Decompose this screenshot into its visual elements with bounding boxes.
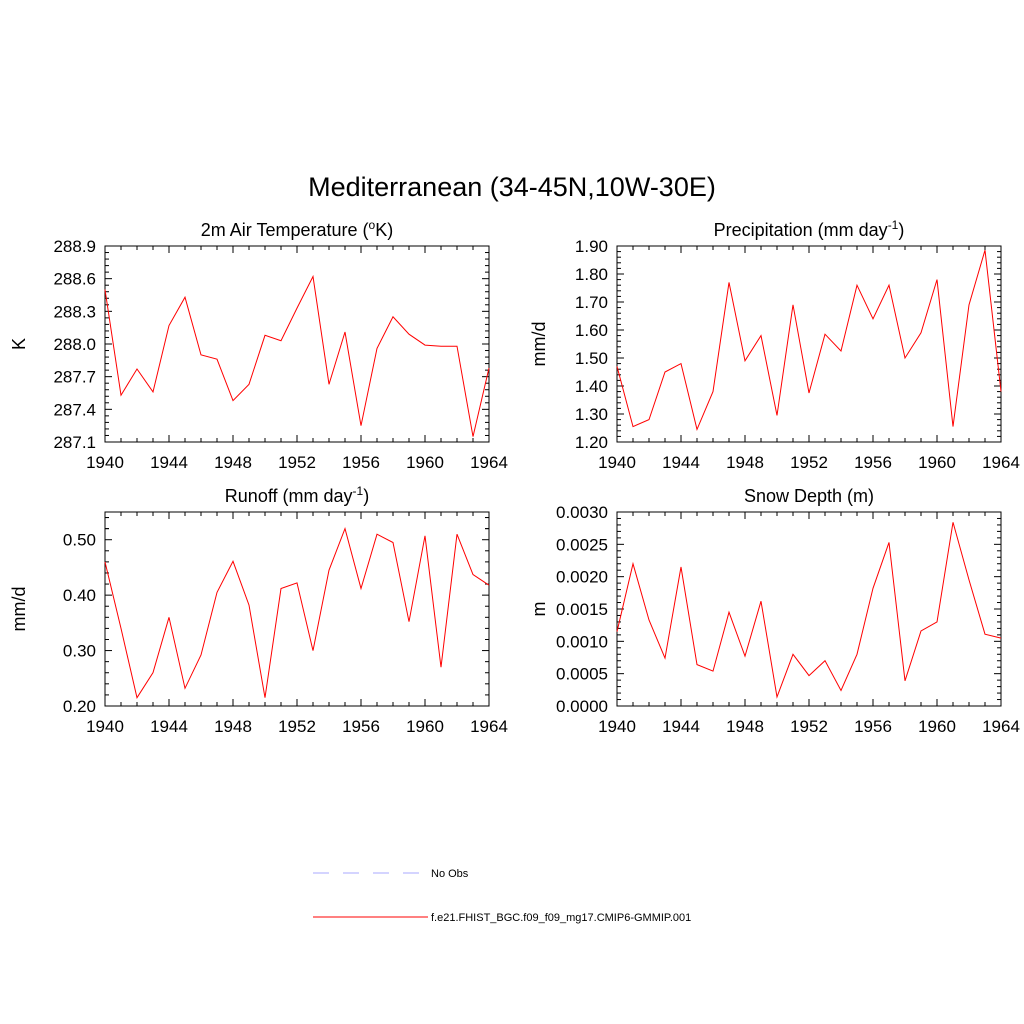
legend-label-no-obs: No Obs [431, 868, 469, 880]
y-tick-label: 1.50 [575, 349, 608, 368]
x-tick-label: 1960 [918, 453, 956, 472]
panel-title: Runoff (mm day-1) [225, 484, 369, 506]
panel-snow-depth: 1940 1944 1948 1952 1956 1960 1964 0.0000 0.0005… [529, 486, 1020, 736]
y-tick-label: 0.0000 [556, 697, 608, 716]
series-line [104, 274, 490, 437]
x-tick-label: 1948 [214, 717, 252, 736]
y-axis-label: K [9, 338, 29, 350]
x-tick-label: 1944 [662, 453, 700, 472]
plot-frame [104, 245, 490, 443]
x-tick-label: 1944 [150, 717, 188, 736]
plot-frame [616, 245, 1002, 443]
x-tick-label: 1956 [854, 453, 892, 472]
panel-temperature: 1940 1944 1948 1952 1956 1960 1964 287.1 287.4 28… [9, 218, 508, 472]
x-tick-label: 1964 [982, 453, 1020, 472]
y-tick-label: 288.0 [53, 335, 96, 354]
series-line [616, 522, 1002, 699]
x-tick-label: 1956 [342, 717, 380, 736]
x-tick-label: 1944 [150, 453, 188, 472]
legend-label-model: f.e21.FHIST_BGC.f09_f09_mg17.CMIP6-GMMIP… [431, 912, 691, 924]
series-line [616, 250, 1002, 431]
x-tick-label: 1940 [598, 453, 636, 472]
y-tick-label: 1.30 [575, 405, 608, 424]
plot-frame [104, 511, 490, 707]
y-tick-label: 0.50 [63, 531, 96, 550]
panel-runoff: 1940 1944 1948 1952 1956 1960 1964 0.20 0.30 0.40… [9, 484, 508, 736]
chart-panels: 1940 1944 1948 1952 1956 1960 1964 287.1 287.4 28… [9, 218, 1020, 736]
x-tick-label: 1960 [406, 717, 444, 736]
figure-title: Mediterranean (34-45N,10W-30E) [308, 172, 716, 202]
y-tick-label: 0.0030 [556, 503, 608, 522]
y-tick-label: 1.80 [575, 265, 608, 284]
plot-frame [616, 511, 1002, 707]
y-tick-label: 1.70 [575, 293, 608, 312]
y-tick-label: 288.9 [53, 237, 96, 256]
x-tick-label: 1956 [854, 717, 892, 736]
panel-title: Snow Depth (m) [744, 486, 874, 506]
y-tick-label: 1.40 [575, 377, 608, 396]
y-tick-label: 0.40 [63, 586, 96, 605]
x-tick-label: 1948 [214, 453, 252, 472]
y-tick-label: 0.0005 [556, 665, 608, 684]
legend: No Obs f.e21.FHIST_BGC.f09_f09_mg17.CMIP… [313, 868, 691, 924]
y-tick-label: 1.20 [575, 433, 608, 452]
y-tick-label: 288.3 [53, 302, 96, 321]
y-axis-label: mm/d [529, 322, 549, 367]
x-tick-label: 1948 [726, 717, 764, 736]
x-tick-label: 1948 [726, 453, 764, 472]
y-tick-label: 287.1 [53, 433, 96, 452]
y-tick-label: 0.0020 [556, 568, 608, 587]
x-tick-label: 1952 [790, 453, 828, 472]
x-tick-label: 1952 [790, 717, 828, 736]
x-tick-label: 1964 [470, 717, 508, 736]
x-tick-label: 1944 [662, 717, 700, 736]
y-tick-label: 0.0010 [556, 632, 608, 651]
y-tick-label: 0.30 [63, 642, 96, 661]
y-tick-label: 288.6 [53, 270, 96, 289]
panel-title: Precipitation (mm day-1) [714, 218, 905, 240]
x-tick-label: 1960 [918, 717, 956, 736]
x-tick-label: 1952 [278, 717, 316, 736]
x-tick-label: 1964 [982, 717, 1020, 736]
series-line [104, 526, 490, 699]
y-tick-label: 0.0015 [556, 600, 608, 619]
x-tick-label: 1940 [86, 717, 124, 736]
x-tick-label: 1940 [86, 453, 124, 472]
x-tick-label: 1960 [406, 453, 444, 472]
x-tick-label: 1964 [470, 453, 508, 472]
y-tick-label: 0.20 [63, 697, 96, 716]
y-axis-label: m [529, 602, 549, 617]
y-tick-label: 1.90 [575, 237, 608, 256]
panel-precipitation: 1940 1944 1948 1952 1956 1960 1964 1.20 1.30 1.40… [529, 218, 1020, 472]
x-tick-label: 1952 [278, 453, 316, 472]
panel-title: 2m Air Temperature (oK) [201, 218, 393, 240]
y-tick-label: 1.60 [575, 321, 608, 340]
y-axis-label: mm/d [9, 587, 29, 632]
y-tick-label: 287.4 [53, 400, 96, 419]
y-tick-label: 287.7 [53, 368, 96, 387]
y-tick-label: 0.0025 [556, 535, 608, 554]
x-tick-label: 1956 [342, 453, 380, 472]
x-tick-label: 1940 [598, 717, 636, 736]
